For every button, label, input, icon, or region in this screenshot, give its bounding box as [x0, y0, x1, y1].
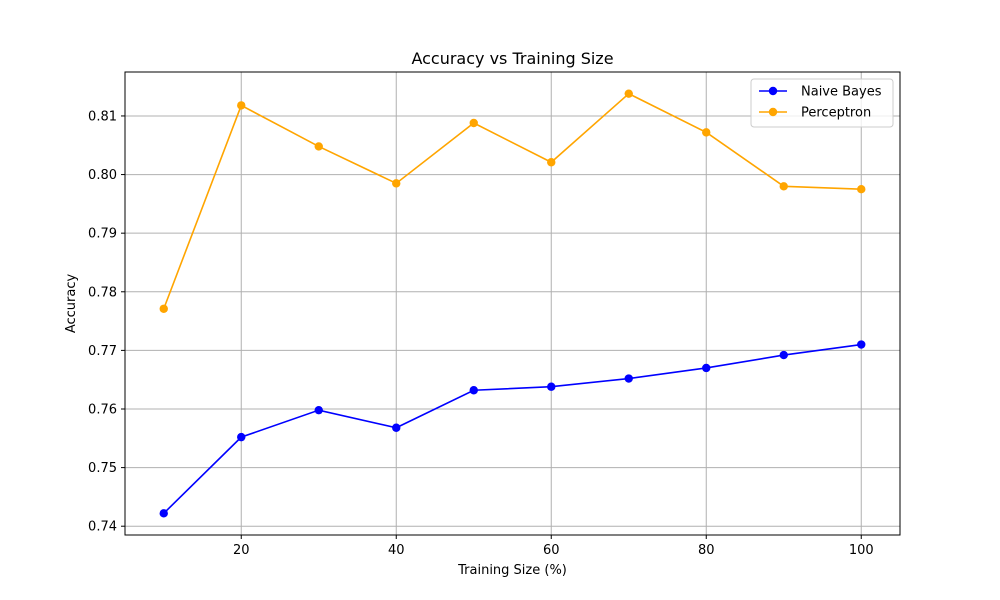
legend-label: Perceptron: [801, 106, 871, 121]
chart-title: Accuracy vs Training Size: [411, 49, 613, 68]
data-point-perceptron: [469, 118, 478, 128]
data-point-perceptron: [624, 89, 633, 98]
y-tick-label: 0.79: [88, 227, 117, 242]
y-tick-label: 0.75: [88, 461, 117, 476]
series-line-naive-bayes: [163, 343, 862, 514]
data-point-perceptron: [702, 128, 711, 137]
data-point-naive-bayes: [624, 374, 633, 383]
data-point-perceptron: [237, 101, 246, 110]
legend-label: Naive Bayes: [801, 85, 882, 100]
data-point-naive-bayes: [237, 432, 246, 442]
x-tick-label: 60: [543, 543, 560, 558]
y-tick-label: 0.81: [88, 109, 117, 124]
x-axis-label: Training Size (%): [457, 563, 567, 578]
legend-item-naive-bayes: Naive Bayes: [759, 85, 882, 100]
data-point-perceptron: [159, 304, 168, 313]
data-point-perceptron: [779, 182, 788, 191]
x-tick-label: 80: [698, 543, 715, 558]
x-tick-label: 100: [849, 543, 874, 558]
legend-items: Naive Bayes Perceptron: [759, 85, 882, 121]
axis-ticks: 20 40 60 80 100 0.74 0.75 0.76 0.77 0.78 0.79 0.80 0…: [88, 109, 874, 558]
data-point-naive-bayes: [547, 382, 556, 391]
series-naive-bayes: [159, 340, 866, 518]
data-point-naive-bayes: [779, 350, 788, 360]
data-point-naive-bayes: [314, 405, 323, 415]
data-point-naive-bayes: [857, 340, 866, 349]
x-tick-label: 40: [388, 543, 405, 558]
x-tick-label: 20: [233, 543, 250, 558]
y-tick-label: 0.74: [88, 520, 117, 535]
legend-item-perceptron: Perceptron: [759, 106, 871, 121]
series-perceptron: [159, 89, 866, 313]
data-point-naive-bayes: [392, 423, 401, 432]
data-point-perceptron: [314, 142, 323, 151]
y-tick-label: 0.80: [88, 168, 117, 183]
y-tick-label: 0.76: [88, 402, 117, 417]
data-point-naive-bayes: [159, 509, 168, 518]
data-point-perceptron: [547, 158, 556, 167]
data-point-perceptron: [392, 179, 401, 188]
y-tick-label: 0.77: [88, 344, 117, 359]
grid: [125, 72, 900, 535]
data-point-perceptron: [857, 185, 866, 194]
series-line-perceptron: [163, 92, 862, 310]
data-point-naive-bayes: [702, 363, 711, 373]
legend-marker: [768, 86, 778, 96]
y-tick-label: 0.78: [88, 285, 117, 300]
plot-area-frame: [124, 71, 901, 536]
legend-marker: [768, 107, 778, 117]
y-axis-label: Accuracy: [64, 274, 79, 334]
data-point-naive-bayes: [469, 386, 478, 395]
series-layer: [159, 89, 866, 518]
legend: Naive Bayes Perceptron: [750, 78, 894, 128]
